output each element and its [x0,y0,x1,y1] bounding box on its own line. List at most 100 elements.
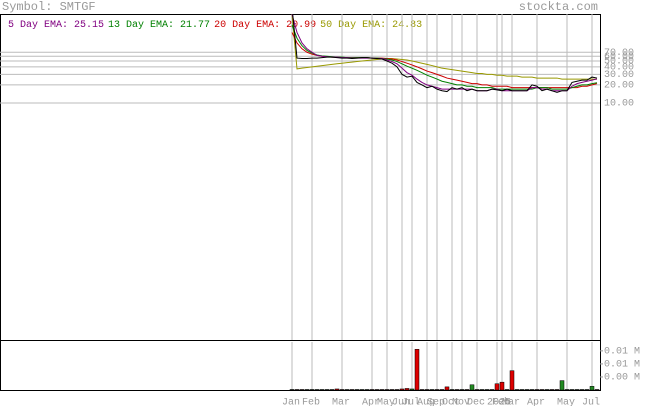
volume-bar [559,380,565,391]
volume-bar [504,389,510,391]
legend-label: 50 Day EMA: [320,20,386,31]
volume-bar [519,389,525,391]
volume-bar [289,389,295,391]
volume-bar [514,389,520,391]
legend-label: 5 Day EMA: [8,20,68,31]
volume-bar [354,389,360,391]
volume-bar [509,370,515,391]
x-tick-label: 2025 [487,398,511,406]
legend-value: 20.99 [286,20,316,31]
volume-bar [314,389,320,391]
x-tick-label: Oct [442,398,460,406]
volume-bar [539,389,545,391]
legend-value: 21.77 [180,20,210,31]
legend-entry: 50 Day EMA: 24.83 [320,20,422,31]
volume-bar [424,389,430,391]
volume-bar [544,389,550,391]
volume-bar [479,389,485,391]
x-tick-label: May [377,398,395,406]
x-tick-label: Sep [427,398,445,406]
volume-bar [394,389,400,391]
volume-bar [534,389,540,391]
legend-entry: 5 Day EMA: 25.15 [8,20,104,31]
volume-bar [309,389,315,391]
volume-bar [384,389,390,391]
volume-bar [524,389,530,391]
price-line [292,14,598,93]
volume-bar [404,388,410,391]
volume-bar [359,389,365,391]
legend-value: 25.15 [74,20,104,31]
volume-bar [579,389,585,391]
y-tick-label: 0.01 M [604,360,640,371]
legend-label: 20 Day EMA: [214,20,280,31]
volume-bar [389,389,395,391]
volume-bar [344,389,350,391]
x-tick-label: Jul [402,397,420,406]
volume-bar [549,389,555,391]
volume-bar [324,389,330,391]
volume-bar [594,389,600,391]
volume-bar [469,384,475,391]
volume-bar [419,389,425,391]
y-tick-label: 10.00 [604,99,634,110]
volume-bar [334,388,340,391]
volume-bar [434,389,440,391]
x-tick-label: Mar [332,398,350,406]
volume-bar [379,389,385,391]
volume-bar [439,389,445,391]
volume-bar [564,389,570,391]
y-tick-label: 0.01 M [604,347,640,358]
volume-bar [294,389,300,391]
x-tick-label: Jan [282,398,300,406]
x-tick-label: Jul [582,397,600,406]
x-tick-label: May [557,398,575,406]
volume-bar [464,389,470,391]
x-tick-label: Nov [452,398,470,406]
volume-bar [574,389,580,391]
volume-bar [414,349,420,391]
y-tick-label: 50.00 [604,57,634,68]
volume-bar [444,386,450,391]
legend-entry: 13 Day EMA: 21.77 [108,20,210,31]
volume-bar [429,389,435,391]
volume-bar [584,389,590,391]
volume-bar [499,381,505,391]
volume-bar [374,389,380,391]
y-tick-label: 60.00 [604,52,634,63]
chart-title: Symbol: SMTGF [2,0,96,14]
legend-entry: 20 Day EMA: 20.99 [214,20,316,31]
legend-label: 13 Day EMA: [108,20,174,31]
price-line [291,32,598,89]
volume-bar [349,389,355,391]
x-tick-label: Apr [527,398,545,406]
volume-bar [339,389,345,391]
y-tick-label: 40.00 [604,62,634,73]
volume-bar [554,389,560,391]
volume-bar [494,383,500,391]
y-tick-label: 30.00 [604,70,634,81]
y-tick-label: 20.00 [604,81,634,92]
volume-bar [304,389,310,391]
volume-bar [299,389,305,391]
volume-bar [454,389,460,391]
x-tick-label: Jun [392,398,410,406]
x-tick-label: Mar [502,398,520,406]
volume-bar [369,389,375,391]
source: stockta.com [519,0,598,14]
volume-bar [449,389,455,391]
y-tick-label: 70.00 [604,48,634,59]
volume-bar [459,389,465,391]
y-tick-label: 0.00 M [604,373,640,384]
x-tick-label: Dec [467,398,485,406]
volume-bar [589,386,595,391]
volume-bar [484,389,490,391]
volume-bar [399,388,405,391]
volume-bar [409,388,415,391]
x-tick-label: Aug [417,398,435,406]
legend: 5 Day EMA: 25.15 13 Day EMA: 21.77 20 Day EM… [8,20,422,31]
x-tick-label: Feb [302,397,320,406]
volume-bar [569,389,575,391]
volume-bar [329,389,335,391]
